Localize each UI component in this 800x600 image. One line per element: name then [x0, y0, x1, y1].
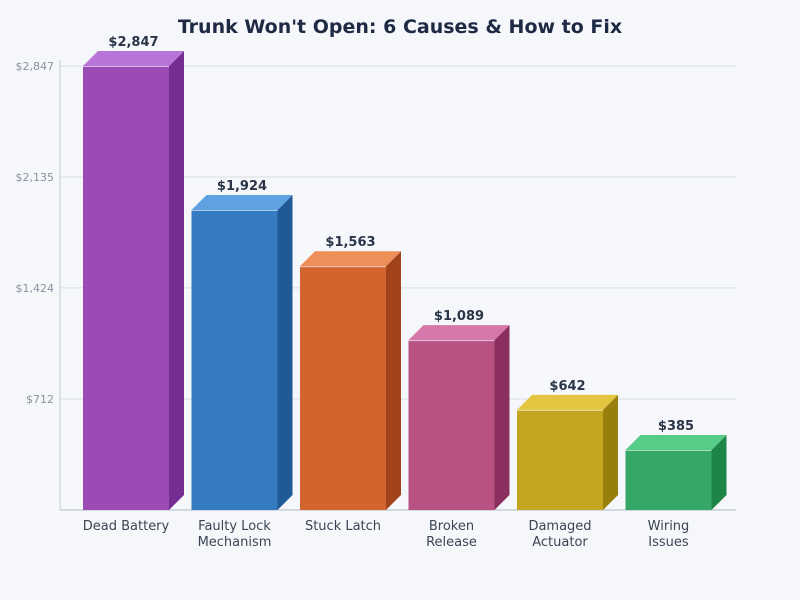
- bar-side: [603, 394, 618, 510]
- bar-top: [191, 194, 293, 210]
- category-label: Wiring: [648, 519, 690, 534]
- bar-top: [517, 394, 618, 410]
- y-tick-label: $712: [26, 393, 54, 406]
- value-label: $1,563: [325, 235, 375, 250]
- bar-side: [494, 325, 510, 510]
- chart-title: Trunk Won't Open: 6 Causes & How to Fix: [177, 16, 623, 38]
- value-label: $642: [549, 379, 585, 394]
- value-label: $1,924: [217, 179, 267, 194]
- bar-front: [191, 209, 278, 511]
- bar-front: [517, 409, 603, 510]
- bar-top: [625, 434, 727, 450]
- value-label: $2,847: [108, 35, 158, 50]
- category-label: Broken: [429, 519, 474, 534]
- bar-top: [300, 251, 401, 267]
- bar-side: [711, 434, 727, 510]
- category-label: Stuck Latch: [305, 519, 381, 534]
- bar-front: [300, 266, 386, 510]
- category-label: Release: [426, 535, 477, 550]
- bar-front: [408, 340, 495, 510]
- y-tick-label: $2,135: [16, 171, 55, 184]
- category-label: Mechanism: [198, 535, 272, 550]
- bar-side: [169, 51, 184, 510]
- category-label: Faulty Lock: [198, 519, 271, 534]
- bar-top: [408, 325, 510, 341]
- value-label: $385: [658, 419, 694, 434]
- bar-side: [277, 194, 293, 511]
- value-label: $1,089: [434, 309, 484, 324]
- y-tick-label: $1,424: [16, 282, 55, 295]
- bar-side: [386, 251, 401, 511]
- bar-front: [625, 449, 712, 510]
- bar-top: [83, 51, 184, 66]
- y-tick-label: $2,847: [16, 60, 55, 73]
- category-label: Actuator: [532, 535, 588, 550]
- category-label: Issues: [648, 535, 689, 550]
- bar-front: [83, 66, 169, 510]
- category-label: Dead Battery: [83, 519, 170, 534]
- category-label: Damaged: [528, 519, 591, 534]
